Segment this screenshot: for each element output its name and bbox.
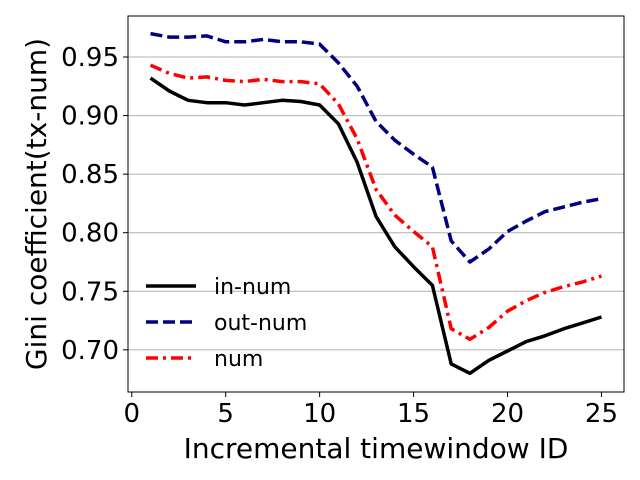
legend-label: num xyxy=(214,347,263,372)
y-tick-label: 0.85 xyxy=(61,160,119,190)
series-lines xyxy=(149,31,603,376)
x-tick-label: 0 xyxy=(123,399,140,429)
x-tick-label: 20 xyxy=(491,399,524,429)
grid-lines xyxy=(128,56,624,351)
x-tick-label: 5 xyxy=(217,399,234,429)
x-tick-label: 25 xyxy=(585,399,618,429)
axes: 0.70 0.75 0.80 0.85 0.90 0.95 0 5 10 15 20 25 xyxy=(61,43,618,429)
y-tick-label: 0.80 xyxy=(61,219,119,249)
y-tick-label: 0.75 xyxy=(61,277,119,307)
legend-label: out-num xyxy=(214,311,307,336)
x-tick-label: 10 xyxy=(303,399,336,429)
plot-frame xyxy=(127,15,625,393)
legend: in-num out-num num xyxy=(146,275,307,372)
legend-label: in-num xyxy=(214,275,291,300)
y-tick-label: 0.70 xyxy=(61,336,119,366)
series-line-num xyxy=(149,63,603,342)
series-line-in-num xyxy=(149,76,603,376)
y-tick-label: 0.90 xyxy=(61,102,119,132)
y-tick-label: 0.95 xyxy=(61,43,119,73)
y-axis-label: Gini coefficient(tx-num) xyxy=(20,38,53,370)
x-tick-label: 15 xyxy=(397,399,430,429)
series-line-out-num xyxy=(150,31,602,264)
x-axis-label: Incremental timewindow ID xyxy=(184,432,569,465)
